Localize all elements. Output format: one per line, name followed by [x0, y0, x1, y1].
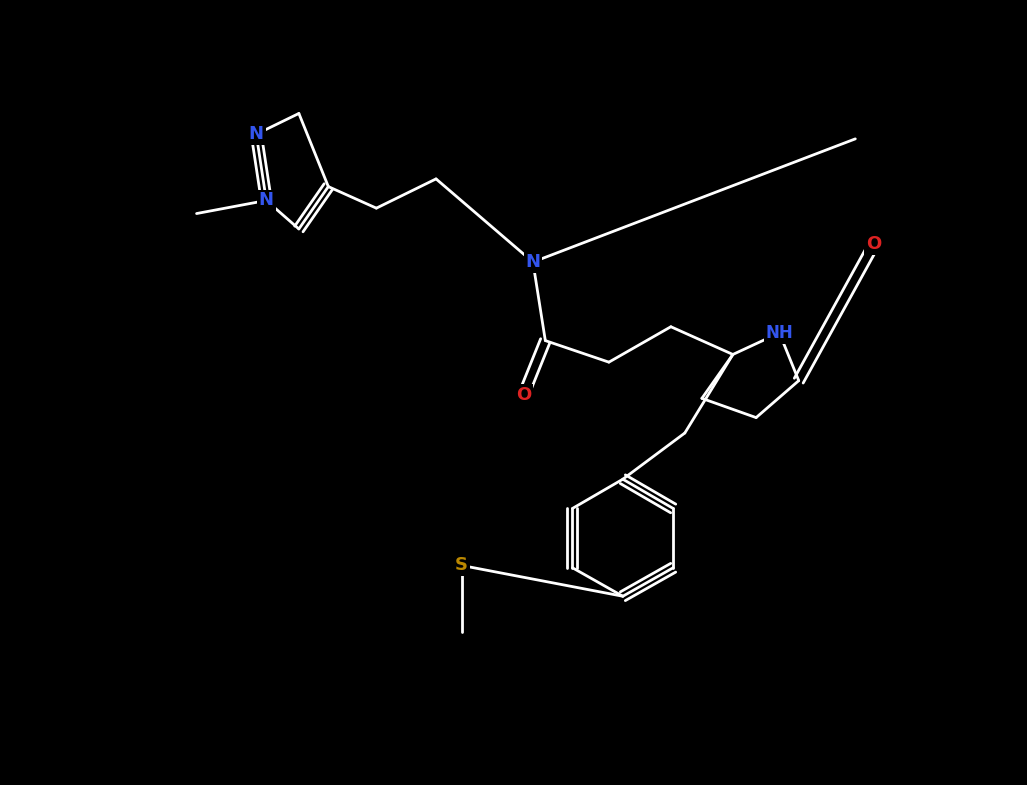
- Text: O: O: [516, 385, 531, 403]
- Text: N: N: [259, 192, 274, 210]
- Text: O: O: [867, 236, 881, 254]
- Text: N: N: [526, 253, 540, 271]
- Text: N: N: [249, 126, 264, 143]
- Text: S: S: [455, 557, 468, 575]
- Text: NH: NH: [765, 324, 793, 342]
